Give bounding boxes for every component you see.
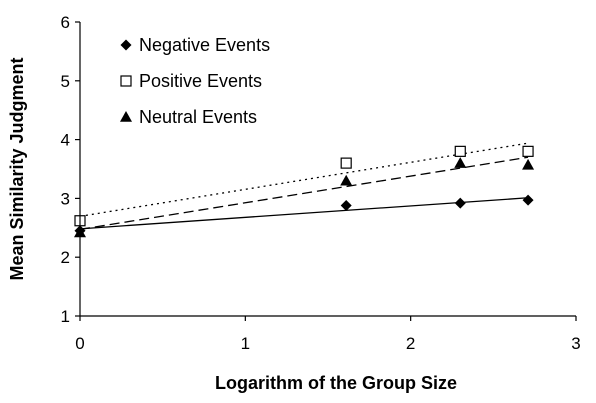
x-tick-label: 0 [75, 334, 84, 353]
legend-marker-negative-events [120, 39, 132, 51]
plot-area [74, 142, 535, 238]
data-point-neutral-events [340, 174, 353, 186]
x-axis-title: Logarithm of the Group Size [215, 373, 457, 393]
trendline-negative-events [79, 197, 529, 230]
data-point-negative-events [454, 197, 466, 209]
legend-marker-neutral-events [120, 111, 132, 122]
y-tick-label: 5 [61, 72, 70, 91]
legend: Negative Events Positive Events Neutral Ev… [120, 35, 270, 127]
data-point-positive-events [522, 145, 534, 157]
y-tick-label: 2 [61, 248, 70, 267]
data-point-neutral-events [454, 157, 467, 168]
y-tick-label: 3 [61, 189, 70, 208]
legend-label-neutral-events: Neutral Events [139, 107, 257, 127]
trendline-positive-events [79, 142, 529, 217]
x-tick-label: 3 [571, 334, 580, 353]
trendline-neutral-events [79, 156, 529, 231]
y-tick-label: 6 [61, 13, 70, 32]
data-point-neutral-events [522, 158, 535, 170]
data-point-negative-events [522, 194, 534, 206]
data-point-positive-events [454, 145, 466, 157]
y-axis-title: Mean Similarity Judgment [7, 57, 27, 280]
x-tick-label: 1 [241, 334, 250, 353]
x-tick-label: 2 [406, 334, 415, 353]
legend-label-positive-events: Positive Events [139, 71, 262, 91]
data-point-negative-events [340, 199, 352, 211]
legend-label-negative-events: Negative Events [139, 35, 270, 55]
y-tick-label: 1 [61, 307, 70, 326]
y-tick-label: 4 [61, 131, 70, 150]
data-point-positive-events [340, 157, 352, 169]
legend-marker-positive-events [120, 75, 132, 87]
